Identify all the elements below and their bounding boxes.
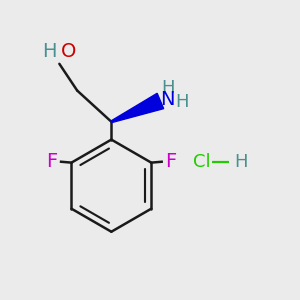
- Text: H: H: [42, 42, 56, 61]
- Text: N: N: [160, 90, 175, 109]
- Text: O: O: [61, 42, 76, 61]
- Text: F: F: [165, 152, 176, 171]
- Text: H: H: [235, 153, 248, 171]
- Text: Cl: Cl: [193, 153, 211, 171]
- Text: F: F: [46, 152, 58, 171]
- Text: H: H: [175, 93, 188, 111]
- Text: H: H: [161, 79, 175, 97]
- Polygon shape: [111, 93, 164, 123]
